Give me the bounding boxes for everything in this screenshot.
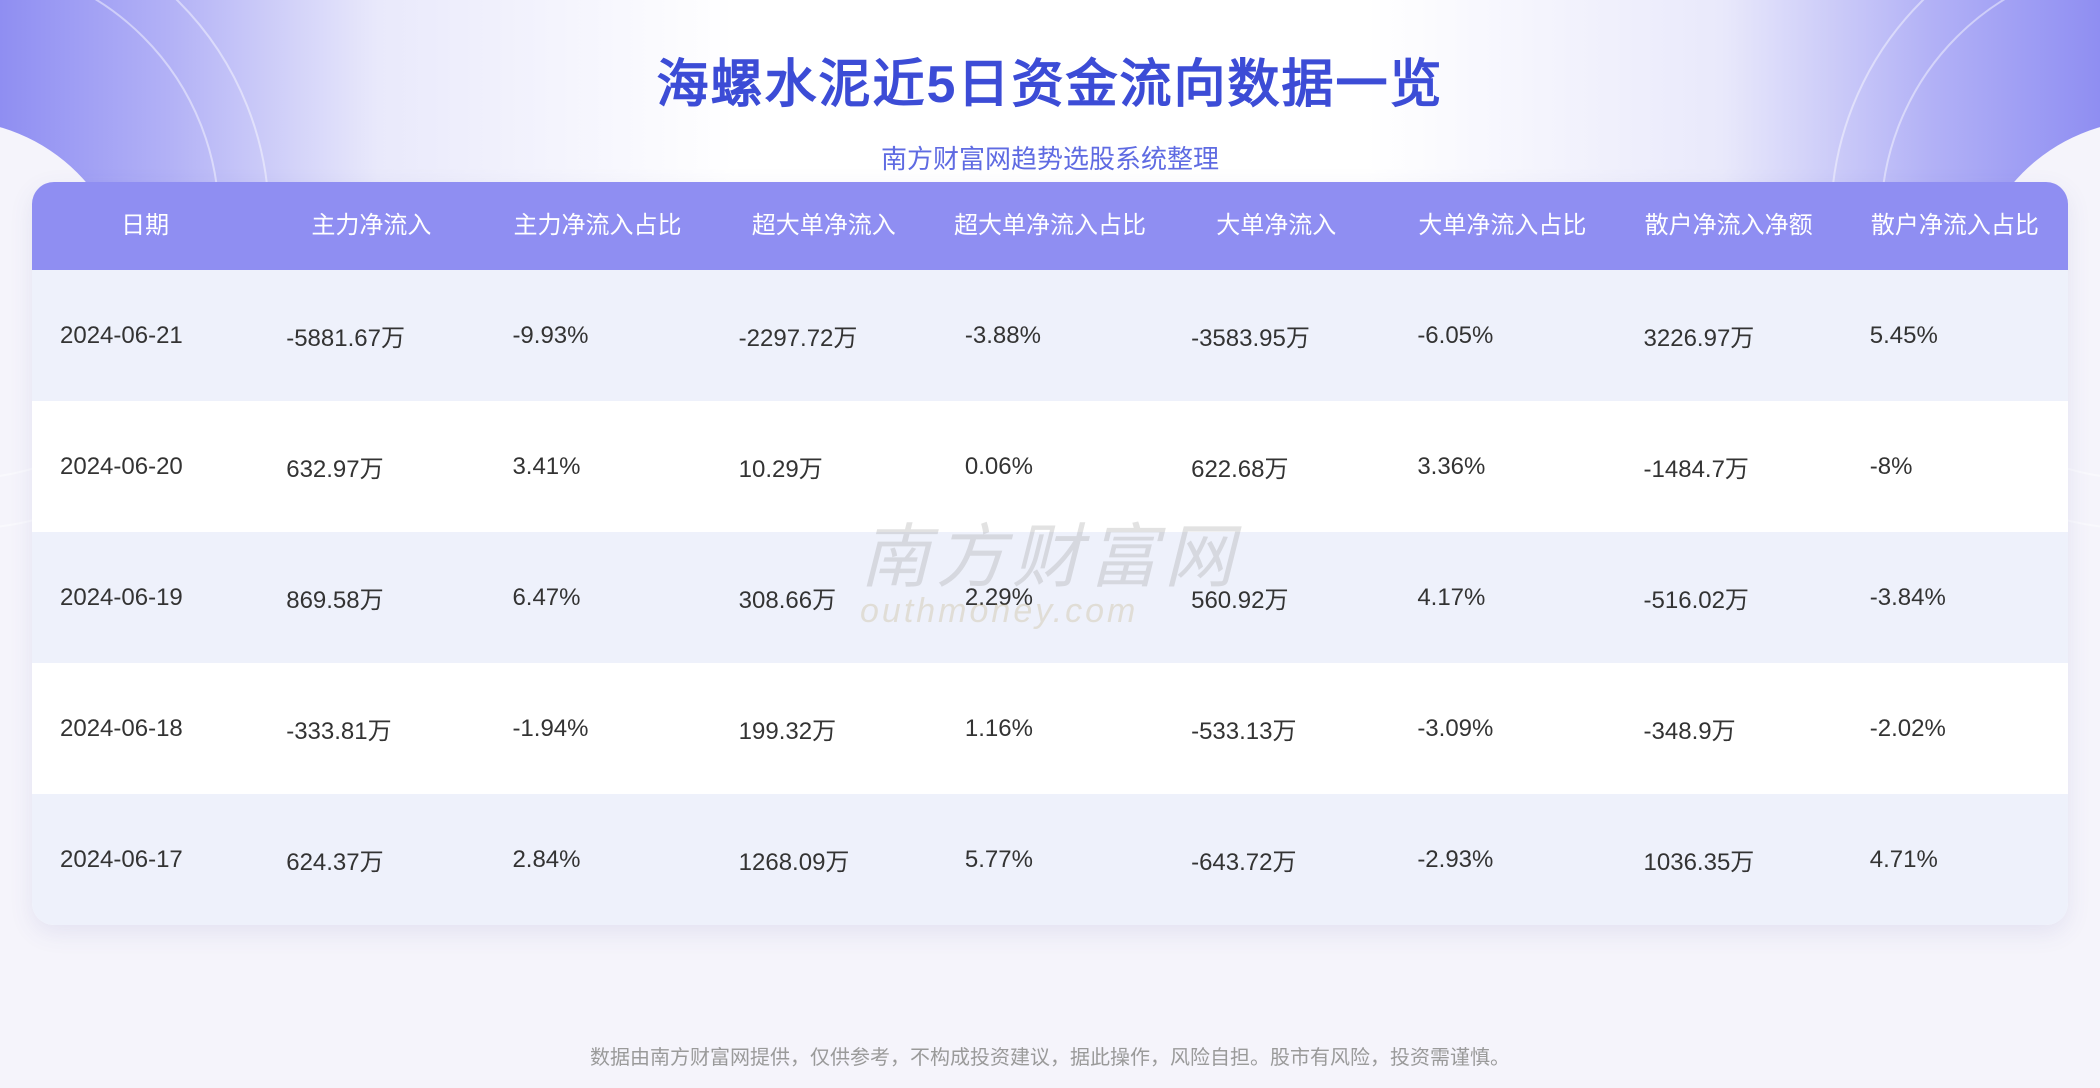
table-cell: -1.94%	[484, 663, 710, 794]
table-cell: 2.29%	[937, 532, 1163, 663]
table-cell: -2297.72万	[711, 270, 937, 401]
col-main-pct: 主力净流入占比	[484, 182, 710, 270]
table-cell: -516.02万	[1616, 532, 1842, 663]
col-main-net: 主力净流入	[258, 182, 484, 270]
table-cell: 5.45%	[1842, 270, 2068, 401]
table-cell: -643.72万	[1163, 794, 1389, 925]
table-cell: -3583.95万	[1163, 270, 1389, 401]
table-cell: 308.66万	[711, 532, 937, 663]
table-cell: 560.92万	[1163, 532, 1389, 663]
table-cell: 2024-06-17	[32, 794, 258, 925]
table-cell: 3.36%	[1389, 401, 1615, 532]
table-cell: 5.77%	[937, 794, 1163, 925]
table-cell: 10.29万	[711, 401, 937, 532]
table-cell: 2.84%	[484, 794, 710, 925]
col-date: 日期	[32, 182, 258, 270]
col-large-pct: 大单净流入占比	[1389, 182, 1615, 270]
table-row: 2024-06-21-5881.67万-9.93%-2297.72万-3.88%…	[32, 270, 2068, 401]
table-row: 2024-06-18-333.81万-1.94%199.32万1.16%-533…	[32, 663, 2068, 794]
table-cell: 2024-06-18	[32, 663, 258, 794]
table-cell: 2024-06-19	[32, 532, 258, 663]
table-cell: 1.16%	[937, 663, 1163, 794]
table-cell: 2024-06-21	[32, 270, 258, 401]
table-cell: -8%	[1842, 401, 2068, 532]
table-cell: 632.97万	[258, 401, 484, 532]
col-xlarge-net: 超大单净流入	[711, 182, 937, 270]
table-cell: 3226.97万	[1616, 270, 1842, 401]
table-cell: -5881.67万	[258, 270, 484, 401]
table-cell: -1484.7万	[1616, 401, 1842, 532]
table-cell: 869.58万	[258, 532, 484, 663]
table-cell: -533.13万	[1163, 663, 1389, 794]
table-body: 2024-06-21-5881.67万-9.93%-2297.72万-3.88%…	[32, 270, 2068, 925]
table-cell: 3.41%	[484, 401, 710, 532]
page-title: 海螺水泥近5日资金流向数据一览	[0, 42, 2100, 117]
table-cell: 1268.09万	[711, 794, 937, 925]
table-cell: -348.9万	[1616, 663, 1842, 794]
table-cell: -2.02%	[1842, 663, 2068, 794]
data-card: 日期 主力净流入 主力净流入占比 超大单净流入 超大单净流入占比 大单净流入 大…	[32, 182, 2068, 925]
table-cell: -2.93%	[1389, 794, 1615, 925]
table-cell: 1036.35万	[1616, 794, 1842, 925]
col-retail-net: 散户净流入净额	[1616, 182, 1842, 270]
table-cell: -3.09%	[1389, 663, 1615, 794]
footer-disclaimer: 数据由南方财富网提供，仅供参考，不构成投资建议，据此操作，风险自担。股市有风险，…	[0, 1041, 2100, 1070]
table-cell: -333.81万	[258, 663, 484, 794]
table-cell: 624.37万	[258, 794, 484, 925]
capital-flow-table: 日期 主力净流入 主力净流入占比 超大单净流入 超大单净流入占比 大单净流入 大…	[32, 182, 2068, 925]
col-xlarge-pct: 超大单净流入占比	[937, 182, 1163, 270]
table-cell: -9.93%	[484, 270, 710, 401]
col-large-net: 大单净流入	[1163, 182, 1389, 270]
table-cell: -3.88%	[937, 270, 1163, 401]
table-row: 2024-06-19869.58万6.47%308.66万2.29%560.92…	[32, 532, 2068, 663]
page-subtitle: 南方财富网趋势选股系统整理	[0, 139, 2100, 176]
col-retail-pct: 散户净流入占比	[1842, 182, 2068, 270]
table-cell: 4.17%	[1389, 532, 1615, 663]
table-cell: 2024-06-20	[32, 401, 258, 532]
table-cell: 6.47%	[484, 532, 710, 663]
table-header-row: 日期 主力净流入 主力净流入占比 超大单净流入 超大单净流入占比 大单净流入 大…	[32, 182, 2068, 270]
table-cell: 622.68万	[1163, 401, 1389, 532]
table-row: 2024-06-20632.97万3.41%10.29万0.06%622.68万…	[32, 401, 2068, 532]
table-cell: -3.84%	[1842, 532, 2068, 663]
table-cell: 199.32万	[711, 663, 937, 794]
table-cell: -6.05%	[1389, 270, 1615, 401]
table-cell: 0.06%	[937, 401, 1163, 532]
table-cell: 4.71%	[1842, 794, 2068, 925]
table-row: 2024-06-17624.37万2.84%1268.09万5.77%-643.…	[32, 794, 2068, 925]
